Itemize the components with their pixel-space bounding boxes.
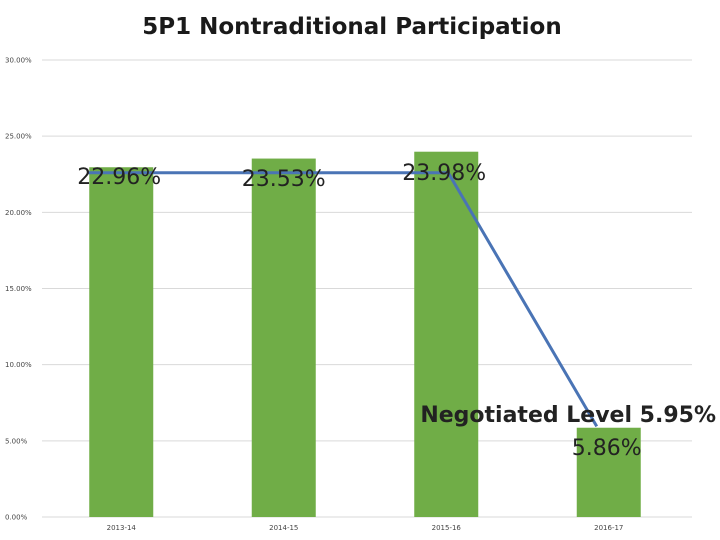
y-tick-label: 0.00% — [5, 514, 28, 522]
y-tick-label: 30.00% — [5, 57, 32, 65]
bar — [251, 158, 316, 517]
y-tick-label: 25.00% — [5, 133, 32, 141]
negotiated-level-label: Negotiated Level 5.95% — [420, 403, 716, 428]
data-label: 23.53% — [242, 167, 326, 192]
x-tick-label: 2016-17 — [594, 524, 623, 532]
x-axis-ticks: 2013-14 2014-15 2015-16 2016-17 — [107, 524, 624, 532]
bar — [576, 427, 641, 517]
x-tick-label: 2013-14 — [107, 524, 137, 532]
chart-title: 5P1 Nontraditional Participation — [142, 14, 562, 40]
bars — [89, 151, 641, 518]
x-tick-label: 2014-15 — [269, 524, 298, 532]
x-tick-label: 2015-16 — [432, 524, 462, 532]
y-tick-label: 5.00% — [5, 437, 28, 445]
data-label: 23.98% — [402, 161, 486, 186]
negotiated-level-line — [88, 171, 599, 428]
y-tick-label: 10.00% — [5, 361, 32, 369]
data-label: 5.86% — [572, 436, 642, 461]
data-labels: 22.96% 23.53% 23.98% 5.86% Negotiated Level … — [77, 161, 716, 461]
y-tick-label: 20.00% — [5, 209, 32, 217]
negotiated-level-polyline — [88, 171, 599, 428]
data-label: 22.96% — [77, 165, 161, 190]
y-axis-ticks: 0.00% 5.00% 10.00% 15.00% 20.00% 25.00% 30.00% — [5, 57, 32, 522]
bar — [89, 167, 154, 517]
y-tick-label: 15.00% — [5, 285, 32, 293]
bar — [414, 151, 479, 518]
